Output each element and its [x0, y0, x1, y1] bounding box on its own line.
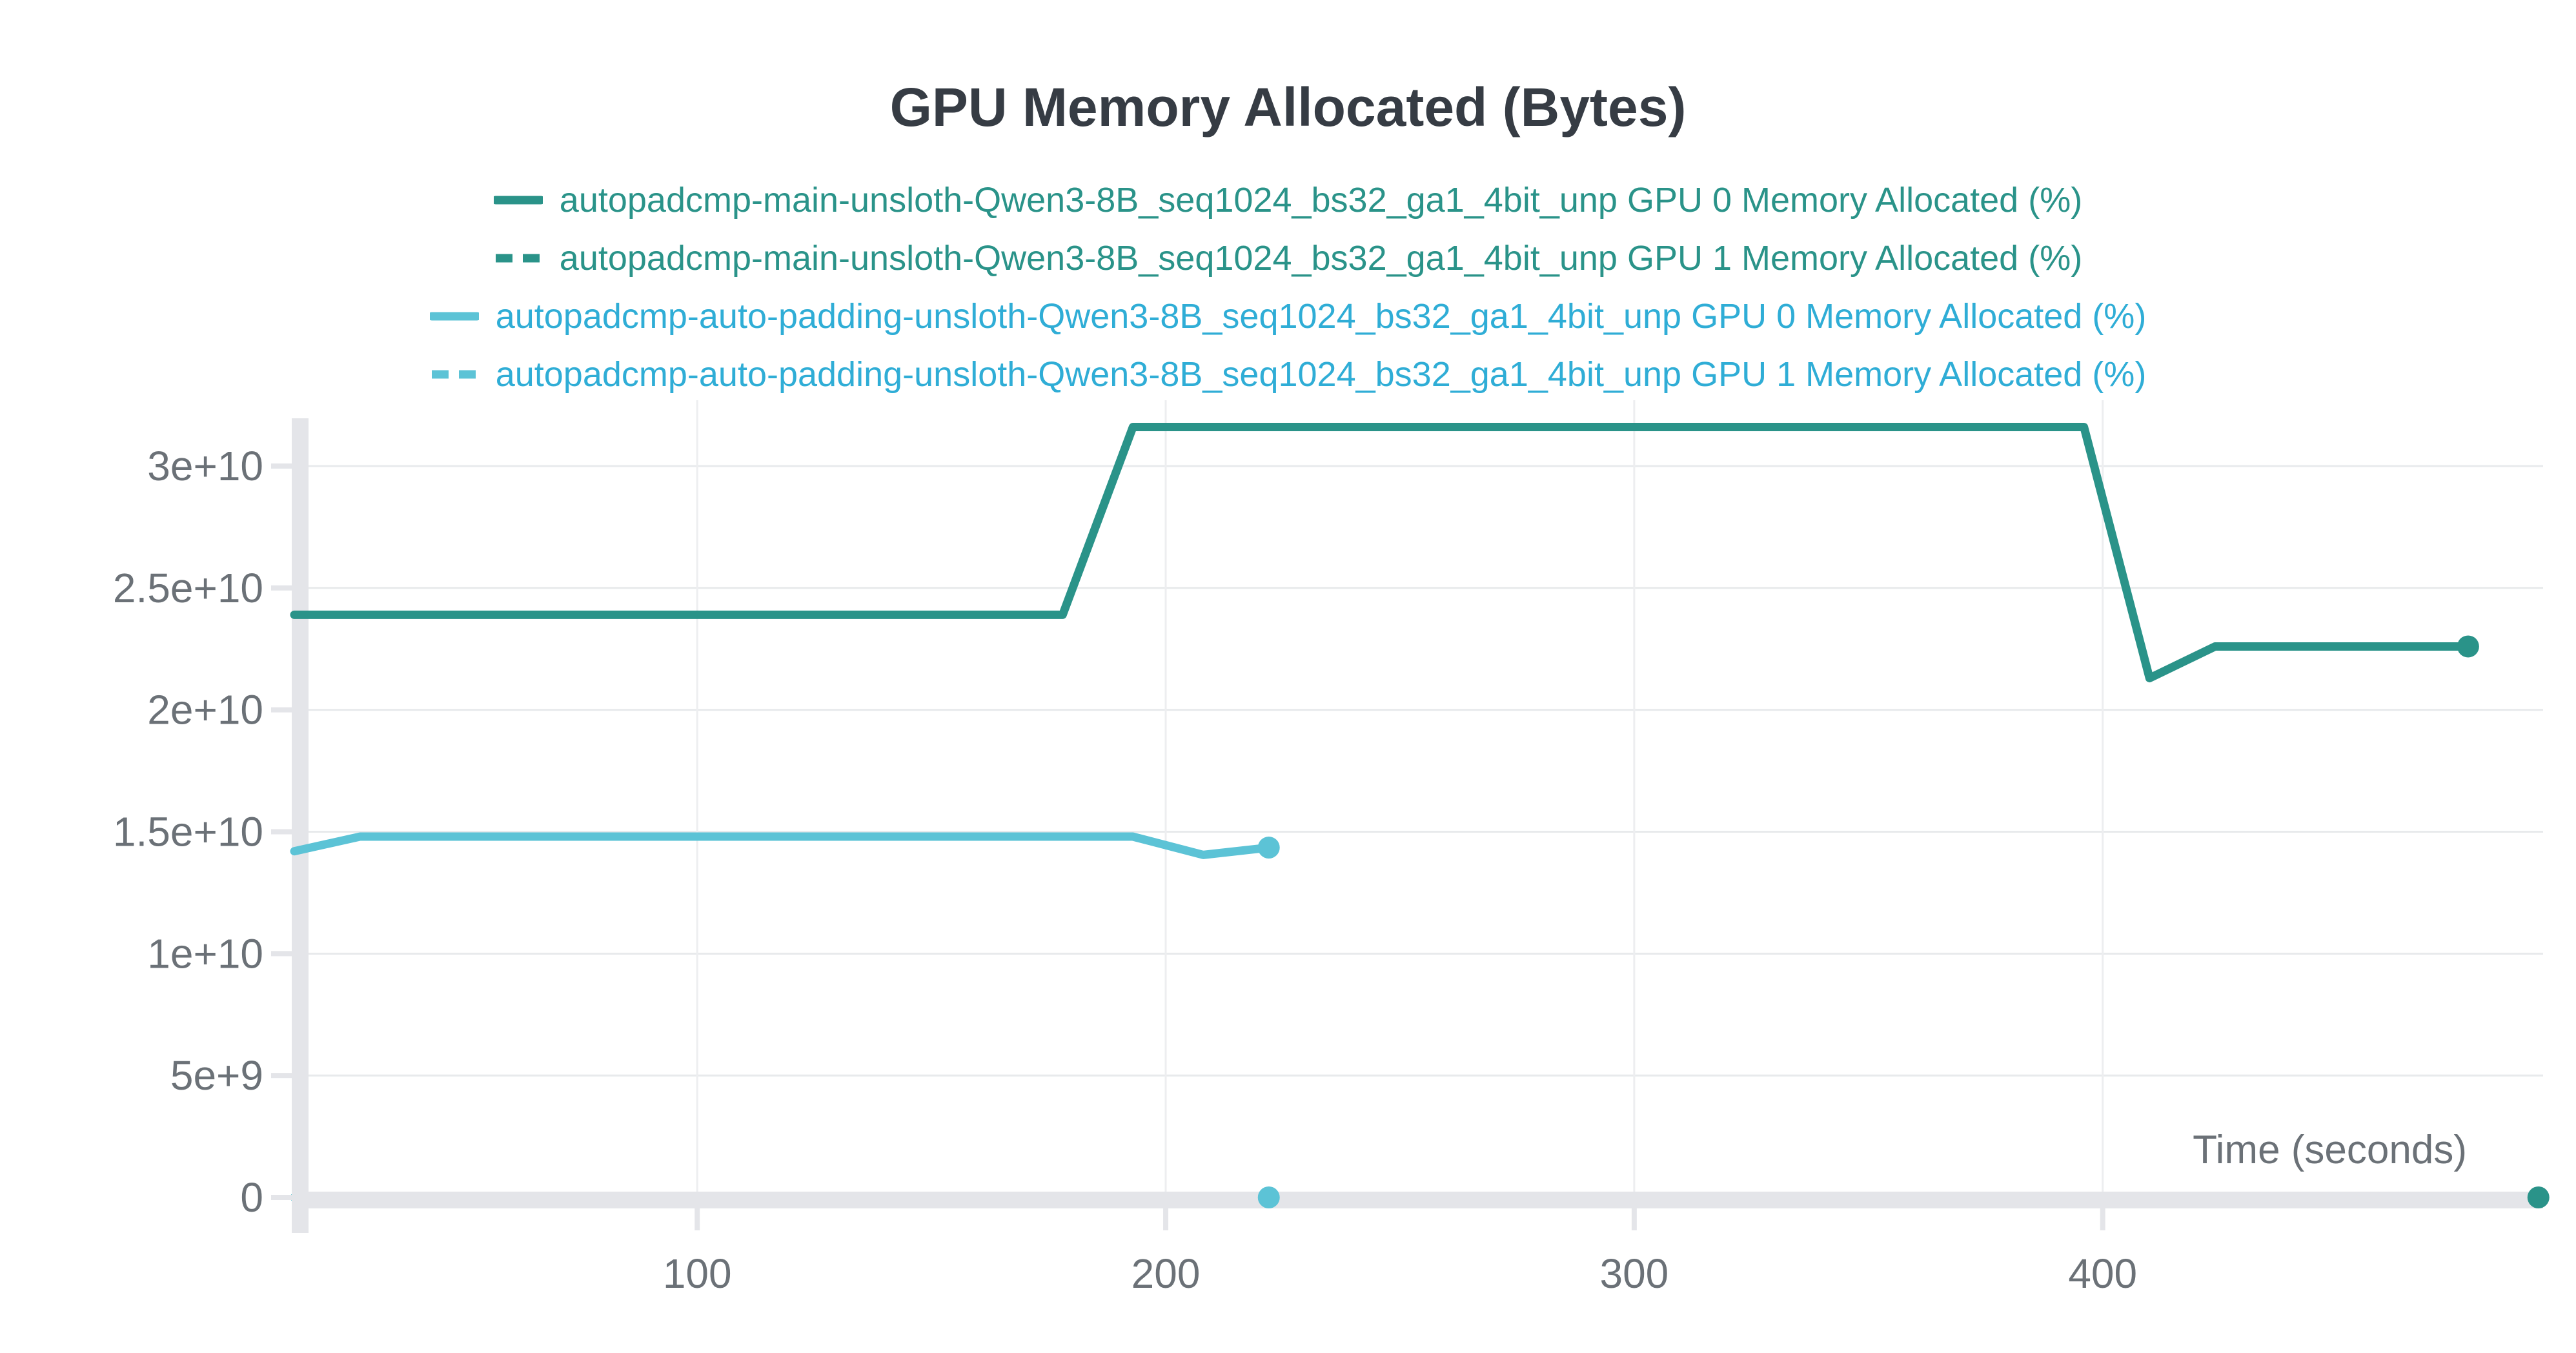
svg-text:5e+9: 5e+9: [170, 1052, 263, 1099]
axis-ticks: [271, 463, 2105, 1230]
legend-item-autopad-gpu0[interactable]: autopadcmp-auto-padding-unsloth-Qwen3-8B…: [429, 292, 2147, 341]
legend-label: autopadcmp-main-unsloth-Qwen3-8B_seq1024…: [559, 239, 2083, 278]
y-tick-labels: 0 5e+9 1e+10 1.5e+10 2e+10 2.5e+10 3e+10: [113, 443, 263, 1221]
svg-text:1.5e+10: 1.5e+10: [113, 808, 263, 855]
chart-title: GPU Memory Allocated (Bytes): [889, 77, 1687, 137]
legend-label: autopadcmp-auto-padding-unsloth-Qwen3-8B…: [495, 355, 2147, 394]
legend-line-sample-dashed-teal: [495, 254, 541, 263]
legend-line-sample-dashed-blue: [431, 370, 477, 379]
v-gridlines: [696, 400, 2104, 1192]
series-end-dots: [1257, 635, 2550, 1208]
svg-text:300: 300: [1599, 1250, 1668, 1297]
svg-text:100: 100: [663, 1250, 732, 1297]
svg-text:3e+10: 3e+10: [147, 443, 263, 489]
legend-item-main-gpu1[interactable]: autopadcmp-main-unsloth-Qwen3-8B_seq1024…: [494, 234, 2082, 283]
svg-text:400: 400: [2068, 1250, 2137, 1297]
svg-text:200: 200: [1131, 1250, 1201, 1297]
svg-text:2e+10: 2e+10: [147, 687, 263, 733]
legend-line-sample-solid-teal: [493, 196, 543, 205]
h-gridlines: [294, 465, 2543, 1077]
series-lines: [290, 423, 2473, 859]
legend-item-main-gpu0[interactable]: autopadcmp-main-unsloth-Qwen3-8B_seq1024…: [493, 176, 2083, 225]
svg-text:0: 0: [240, 1174, 263, 1221]
x-tick-labels: 100 200 300 400: [663, 1250, 2137, 1297]
legend-label: autopadcmp-main-unsloth-Qwen3-8B_seq1024…: [559, 181, 2083, 219]
svg-text:2.5e+10: 2.5e+10: [113, 565, 263, 611]
legend-label: autopadcmp-auto-padding-unsloth-Qwen3-8B…: [495, 297, 2147, 336]
legend-line-sample-solid-blue: [429, 312, 479, 321]
legend-item-autopad-gpu1[interactable]: autopadcmp-auto-padding-unsloth-Qwen3-8B…: [430, 350, 2147, 399]
axis-bands: [292, 418, 2543, 1233]
legend: autopadcmp-main-unsloth-Qwen3-8B_seq1024…: [0, 176, 2576, 399]
svg-text:1e+10: 1e+10: [147, 930, 263, 977]
x-axis-title: Time (seconds): [2193, 1128, 2467, 1172]
